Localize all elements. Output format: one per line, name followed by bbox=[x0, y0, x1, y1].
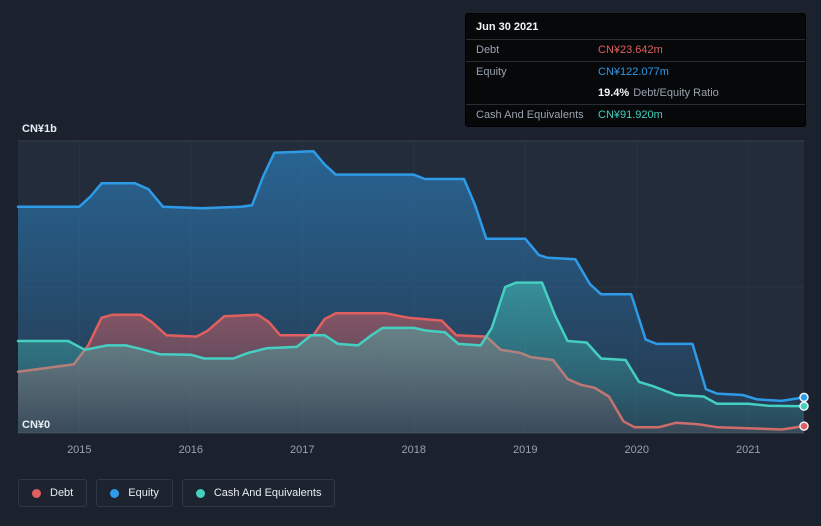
legend-item-equity[interactable]: Equity bbox=[96, 479, 173, 507]
debt-equity-ratio-value: 19.4% bbox=[598, 87, 630, 99]
x-axis-label: 2016 bbox=[179, 444, 203, 456]
legend-item-cash[interactable]: Cash And Equivalents bbox=[181, 479, 336, 507]
series-line-equity bbox=[16, 149, 806, 403]
tooltip-divider bbox=[466, 39, 805, 40]
y-axis-label: CN¥0 bbox=[22, 419, 50, 431]
tooltip-row-cash: Cash And Equivalents CN¥91.920m bbox=[466, 105, 805, 126]
debt-equity-ratio-label: Debt/Equity Ratio bbox=[633, 87, 719, 99]
y-axis-label: CN¥1b bbox=[22, 123, 57, 135]
legend-item-debt[interactable]: Debt bbox=[18, 479, 88, 507]
debt-equity-history-chart[interactable]: CN¥1b CN¥0 2015 2016 2017 2018 2019 2020 2021 bbox=[0, 0, 821, 470]
x-axis-label: 2020 bbox=[625, 444, 649, 456]
debt-legend-dot-icon bbox=[32, 488, 41, 498]
legend-label-equity: Equity bbox=[128, 487, 159, 499]
debt-label: Debt bbox=[476, 44, 500, 56]
end-dot-cash bbox=[799, 401, 809, 411]
tooltip-row-equity: Equity CN¥122.077m bbox=[466, 62, 805, 83]
x-axis-label: 2018 bbox=[402, 444, 426, 456]
equity-legend-dot-icon bbox=[110, 488, 120, 498]
cash-label: Cash And Equivalents bbox=[476, 109, 584, 121]
equity-label: Equity bbox=[476, 66, 507, 78]
chart-tooltip: Jun 30 2021 Debt CN¥23.642m Equity CN¥12… bbox=[466, 14, 805, 126]
tooltip-divider bbox=[466, 61, 805, 62]
cash-value: CN¥91.920m bbox=[598, 109, 663, 121]
series-area-cash bbox=[18, 282, 804, 433]
cash-legend-dot-icon bbox=[195, 488, 205, 498]
legend-label-cash: Cash And Equivalents bbox=[213, 487, 322, 499]
legend-label-debt: Debt bbox=[50, 487, 74, 499]
debt-value: CN¥23.642m bbox=[598, 44, 663, 56]
chart-legend: Debt Equity Cash And Equivalents bbox=[18, 479, 336, 507]
x-axis-label: 2019 bbox=[513, 444, 537, 456]
end-dot-equity bbox=[799, 392, 809, 403]
tooltip-date: Jun 30 2021 bbox=[476, 21, 539, 33]
x-axis-label: 2017 bbox=[290, 444, 314, 456]
tooltip-divider bbox=[466, 104, 805, 105]
end-dot-debt bbox=[799, 421, 809, 431]
series-line-cash bbox=[16, 281, 806, 408]
tooltip-row-debt: Debt CN¥23.642m bbox=[466, 40, 805, 61]
x-axis-label: 2015 bbox=[67, 444, 91, 456]
x-axis-label: 2021 bbox=[736, 444, 760, 456]
chart-svg[interactable]: CN¥1b CN¥0 2015 2016 2017 2018 2019 2020 2021 bbox=[0, 0, 821, 470]
tooltip-row-ratio: 19.4% Debt/Equity Ratio bbox=[466, 83, 805, 104]
equity-value: CN¥122.077m bbox=[598, 66, 669, 78]
